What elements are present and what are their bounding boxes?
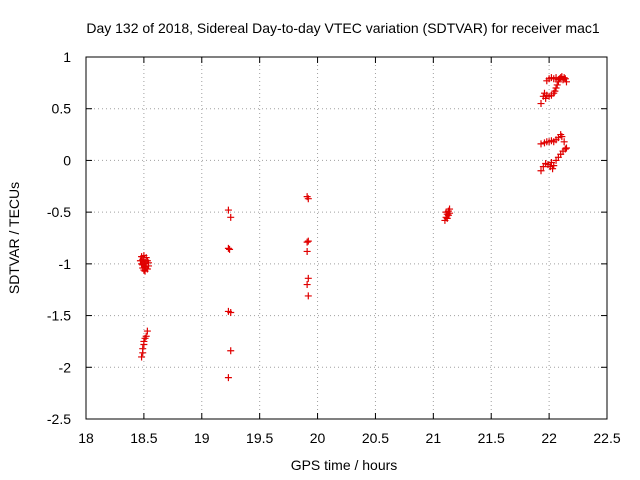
x-axis-label: GPS time / hours	[291, 457, 398, 473]
y-tick-label: -2	[59, 359, 72, 375]
y-tick-label: -1	[59, 256, 72, 272]
y-tick-label: 0.5	[52, 101, 72, 117]
data-point	[136, 257, 144, 265]
x-tick-label: 20	[310, 430, 326, 446]
data-point	[442, 208, 450, 216]
data-point	[303, 281, 311, 289]
data-point	[140, 337, 148, 345]
data-point	[140, 266, 148, 274]
chart-title: Day 132 of 2018, Sidereal Day-to-day VTE…	[86, 20, 599, 36]
grid	[86, 57, 607, 419]
y-axis: -2.5 -2 -1.5 -1 -0.5 0 0.5 1	[47, 49, 607, 427]
data-point	[303, 238, 311, 246]
data-point	[537, 100, 545, 108]
data-point	[542, 94, 550, 102]
x-tick-label: 22.5	[593, 430, 620, 446]
data-point	[224, 374, 232, 382]
data-point	[443, 214, 451, 222]
data-point	[537, 140, 545, 148]
y-tick-label: -2.5	[47, 411, 71, 427]
data-point	[145, 259, 153, 267]
data-point	[562, 144, 570, 152]
y-tick-label: 0	[63, 152, 71, 168]
data-point	[446, 209, 454, 217]
x-tick-label: 18	[78, 430, 94, 446]
data-point	[138, 353, 146, 361]
data-point	[304, 195, 312, 203]
data-point	[547, 158, 555, 166]
data-point	[227, 347, 235, 355]
data-point	[552, 84, 560, 92]
x-tick-label: 18.5	[130, 430, 157, 446]
data-point	[227, 213, 235, 221]
data-point	[561, 75, 569, 83]
data-point	[224, 206, 232, 214]
data-point	[139, 261, 147, 269]
data-point	[304, 274, 312, 282]
x-tick-label: 22	[541, 430, 557, 446]
x-tick-label: 21	[426, 430, 442, 446]
data-point	[224, 244, 232, 252]
plot-frame	[85, 56, 608, 420]
x-tick-label: 19.5	[246, 430, 273, 446]
y-tick-label: -1.5	[47, 308, 71, 324]
data-point	[551, 87, 559, 95]
data-point	[303, 247, 311, 255]
data-point	[304, 237, 312, 245]
data-point	[138, 260, 146, 268]
data-point	[558, 133, 566, 141]
data-point	[549, 165, 557, 173]
data-point	[554, 76, 562, 84]
data-point	[142, 254, 150, 262]
y-tick-label: -0.5	[47, 204, 71, 220]
data-points	[136, 73, 570, 382]
x-axis: 18 18.5 19 19.5 20 20.5 21 21.5 22 22.5	[78, 57, 621, 446]
data-point	[139, 349, 147, 357]
x-tick-label: 21.5	[478, 430, 505, 446]
data-point	[142, 332, 150, 340]
x-tick-label: 19	[194, 430, 210, 446]
y-axis-label: SDTVAR / TECUs	[6, 182, 22, 294]
data-point	[537, 167, 545, 175]
data-point	[226, 245, 234, 253]
data-point	[560, 138, 568, 146]
data-point	[143, 327, 151, 335]
y-tick-label: 1	[63, 49, 71, 65]
data-point	[553, 81, 561, 89]
data-point	[304, 292, 312, 300]
data-point	[562, 78, 570, 86]
data-point	[227, 308, 235, 316]
data-point	[561, 145, 569, 153]
x-tick-label: 20.5	[362, 430, 389, 446]
